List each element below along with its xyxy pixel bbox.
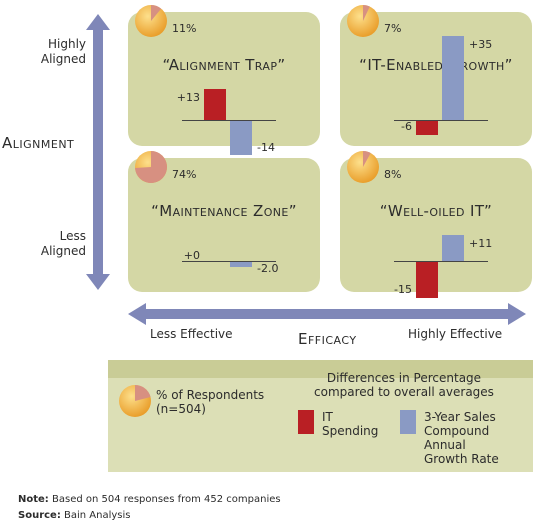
legend-pie-text: % of Respondents (n=504) bbox=[156, 388, 265, 416]
legend-diff-text: Differences in Percentage compared to ove… bbox=[314, 371, 494, 399]
respondents-pct: 11% bbox=[172, 22, 197, 35]
legend-growth-swatch bbox=[400, 410, 416, 434]
legend-header-band bbox=[108, 360, 533, 378]
quadrant-top-left bbox=[128, 12, 320, 146]
bar-value-label: +35 bbox=[469, 38, 493, 51]
quadrant-bottom-left bbox=[128, 158, 320, 292]
bar-baseline bbox=[394, 261, 488, 262]
legend-growth-label: 3-Year Sales Compound Annual Growth Rate bbox=[424, 410, 499, 466]
bar-growth bbox=[442, 36, 464, 120]
x-axis-title: Efficacy bbox=[298, 330, 357, 348]
footer-note: Note: Based on 504 responses from 452 co… bbox=[18, 494, 281, 505]
respondents-pie-slice bbox=[151, 4, 162, 21]
bar-value-label: -14 bbox=[257, 140, 275, 154]
legend-it-label: IT Spending bbox=[322, 410, 379, 438]
footer-source: Source: Bain Analysis bbox=[18, 510, 131, 521]
x-high-label: Highly Effective bbox=[408, 327, 503, 341]
respondents-pie-slice bbox=[363, 151, 371, 167]
bar-growth bbox=[442, 234, 464, 261]
y-low-label: Less Aligned bbox=[40, 229, 86, 258]
respondents-pie-icon bbox=[135, 151, 167, 183]
bar-value-label: -2.0 bbox=[257, 262, 279, 275]
respondents-pie-icon bbox=[347, 4, 379, 37]
bar-it-spending bbox=[416, 262, 438, 298]
respondents-pie-icon bbox=[347, 151, 379, 183]
quadrant-title: “IT-Enabled Growth” bbox=[359, 56, 513, 74]
bar-baseline bbox=[182, 261, 276, 262]
bar-growth bbox=[230, 121, 252, 155]
quadrant-title: “Well-oiled IT” bbox=[379, 202, 493, 220]
bar-it-spending bbox=[416, 121, 438, 136]
alignment-axis-arrow bbox=[86, 14, 110, 290]
legend-pie-icon bbox=[119, 384, 151, 417]
bar-it-spending bbox=[204, 88, 226, 120]
respondents-pie-slice bbox=[363, 4, 370, 21]
x-low-label: Less Effective bbox=[150, 327, 233, 341]
bar-value-label: -6 bbox=[401, 120, 412, 134]
quadrant-title: “Alignment Trap” bbox=[162, 56, 286, 74]
respondents-pct: 74% bbox=[172, 168, 197, 181]
bar-baseline bbox=[182, 120, 276, 121]
respondents-pct: 7% bbox=[384, 22, 402, 35]
bar-value-label: +13 bbox=[176, 90, 200, 104]
bar-value-label: -15 bbox=[394, 283, 412, 296]
bar-growth bbox=[230, 262, 252, 267]
bar-baseline bbox=[394, 120, 488, 121]
legend-it-swatch bbox=[298, 410, 314, 434]
legend-box: % of Respondents (n=504) Differences in P… bbox=[108, 360, 533, 472]
y-high-label: Highly Aligned bbox=[40, 37, 86, 66]
quadrant-title: “Maintenance Zone” bbox=[151, 202, 297, 220]
y-axis-title: Alignment bbox=[2, 134, 75, 152]
bar-value-label: +0 bbox=[183, 249, 200, 262]
bar-value-label: +11 bbox=[469, 236, 493, 250]
respondents-pie-slice bbox=[135, 151, 167, 183]
respondents-pie-icon bbox=[135, 4, 167, 37]
efficacy-axis-arrow bbox=[128, 303, 526, 325]
respondents-pct: 8% bbox=[384, 168, 402, 181]
